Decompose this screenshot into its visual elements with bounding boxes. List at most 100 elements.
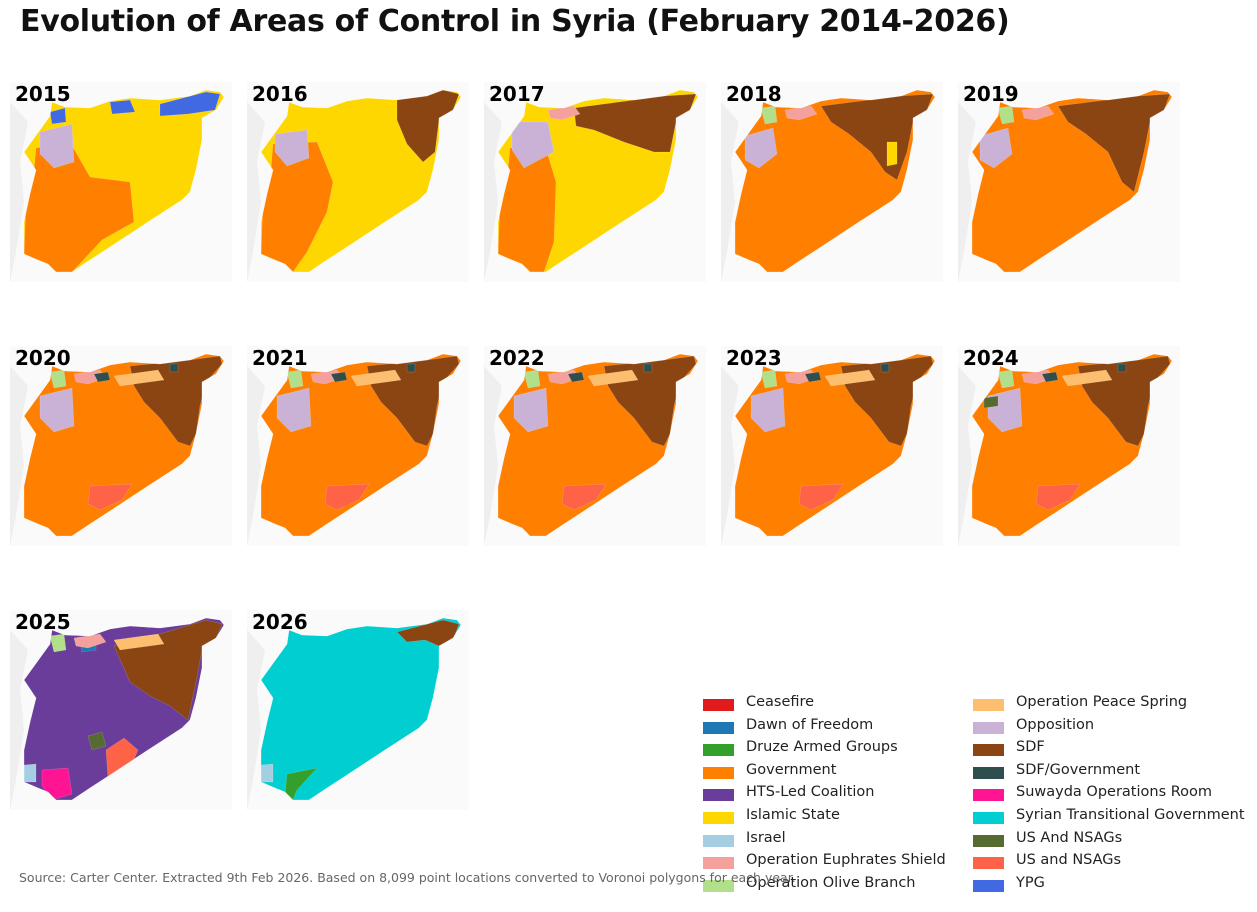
map-panel-2023: 2023: [721, 346, 943, 546]
year-label: 2022: [489, 346, 545, 370]
region-sdf: [820, 93, 934, 181]
region-operation-peace-spring: [1061, 369, 1113, 387]
legend-label: Operation Euphrates Shield: [746, 852, 946, 869]
legend-label: Islamic State: [746, 807, 840, 823]
region-us-and-nsags: [561, 483, 607, 511]
year-label: 2016: [252, 82, 308, 106]
legend-swatch: [973, 699, 1004, 711]
legend-swatch: [703, 879, 734, 892]
region-opposition: [39, 387, 75, 433]
region-operation-olive-branch: [523, 369, 541, 389]
syria-map-2023: [721, 346, 943, 546]
basemap-land: [10, 366, 28, 546]
map-panel-2016: 2016: [247, 82, 469, 282]
region-opposition: [744, 127, 778, 169]
syria-map-2015: [10, 82, 232, 282]
country-outline: [23, 617, 225, 801]
syria-map-2024: [958, 346, 1180, 546]
country-outline: [971, 353, 1173, 537]
region-sdf-government: [804, 363, 890, 383]
legend-swatch: [703, 812, 734, 824]
country-outline: [734, 89, 936, 273]
map-panel-2018: 2018: [721, 82, 943, 282]
legend-label: Syrian Transitional Government: [1016, 807, 1245, 823]
syria-map-2020: [10, 346, 232, 546]
year-label: 2019: [963, 82, 1019, 106]
legend-label: YPG: [1016, 874, 1045, 891]
region-us-and-nsags: [983, 395, 999, 409]
region-us-and-nsags: [798, 483, 844, 511]
legend-swatch: [703, 744, 734, 757]
region-sdf-government: [330, 363, 416, 383]
region-syrian-transitional-government: [261, 618, 461, 800]
year-label: 2018: [726, 82, 782, 106]
region-operation-olive-branch: [997, 369, 1015, 389]
legend-swatch: [973, 721, 1004, 734]
legend-swatch: [973, 834, 1004, 847]
legend-label: HTS-Led Coalition: [746, 784, 875, 801]
region-us-and-nsags: [87, 483, 133, 511]
map-panel-2021: 2021: [247, 346, 469, 546]
syria-map-2018: [721, 82, 943, 282]
country-outline: [23, 353, 225, 537]
legend-label: Druze Armed Groups: [746, 739, 898, 756]
region-sdf-government: [567, 363, 653, 383]
region-israel: [24, 763, 37, 783]
basemap-land: [247, 102, 265, 282]
map-panel-2024: 2024: [958, 346, 1180, 546]
year-label: 2015: [15, 82, 71, 106]
region-operation-euphrates-shield: [1021, 105, 1055, 121]
region-opposition: [979, 127, 1013, 169]
syria-map-2026: [247, 610, 469, 810]
country-outline: [971, 89, 1173, 273]
syria-map-2016: [247, 82, 469, 282]
legend-label: Operation Olive Branch: [746, 874, 916, 891]
basemap-land: [484, 102, 502, 282]
region-opposition: [276, 387, 312, 433]
map-panel-2017: 2017: [484, 82, 706, 282]
map-panel-2019: 2019: [958, 82, 1180, 282]
legend-label: Israel: [746, 829, 786, 846]
region-operation-olive-branch: [49, 369, 67, 389]
region-suwayda-operations-room: [41, 767, 73, 800]
year-label: 2026: [252, 610, 308, 634]
year-label: 2017: [489, 82, 545, 106]
country-outline: [734, 353, 936, 537]
region-israel: [261, 763, 274, 783]
region-sdf-government: [1041, 363, 1127, 383]
country-outline: [260, 617, 462, 801]
year-label: 2025: [15, 610, 71, 634]
legend-swatch: [703, 766, 734, 779]
legend-swatch: [973, 744, 1004, 757]
region-operation-peace-spring: [113, 633, 165, 651]
legend-swatch: [973, 812, 1004, 824]
map-panel-2025: 2025: [10, 610, 232, 810]
legend-label: Opposition: [1016, 716, 1095, 733]
syria-map-2019: [958, 82, 1180, 282]
map-panel-2015: 2015: [10, 82, 232, 282]
basemap-land: [10, 630, 28, 810]
region-operation-olive-branch: [760, 369, 778, 389]
country-outline: [260, 353, 462, 537]
region-sdf: [573, 93, 697, 153]
legend-swatch: [703, 721, 734, 734]
legend-label: Suwayda Operations Room: [1016, 784, 1213, 801]
legend-label: SDF: [1016, 739, 1045, 756]
region-druze-armed-groups: [284, 767, 318, 800]
year-label: 2021: [252, 346, 308, 370]
region-islamic-state: [886, 141, 898, 167]
syria-map-2017: [484, 82, 706, 282]
basemap-land: [958, 102, 976, 282]
basemap-land: [721, 366, 739, 546]
legend-label: US and NSAGs: [1016, 852, 1122, 869]
legend-label: US And NSAGs: [1016, 829, 1123, 846]
region-opposition: [511, 121, 555, 169]
region-sdf: [396, 90, 460, 163]
basemap-land: [721, 102, 739, 282]
basemap-land: [958, 366, 976, 546]
legend-label: Dawn of Freedom: [746, 716, 874, 733]
legend-swatch: [973, 766, 1004, 779]
region-sdf: [1057, 93, 1171, 193]
country-outline: [497, 353, 699, 537]
